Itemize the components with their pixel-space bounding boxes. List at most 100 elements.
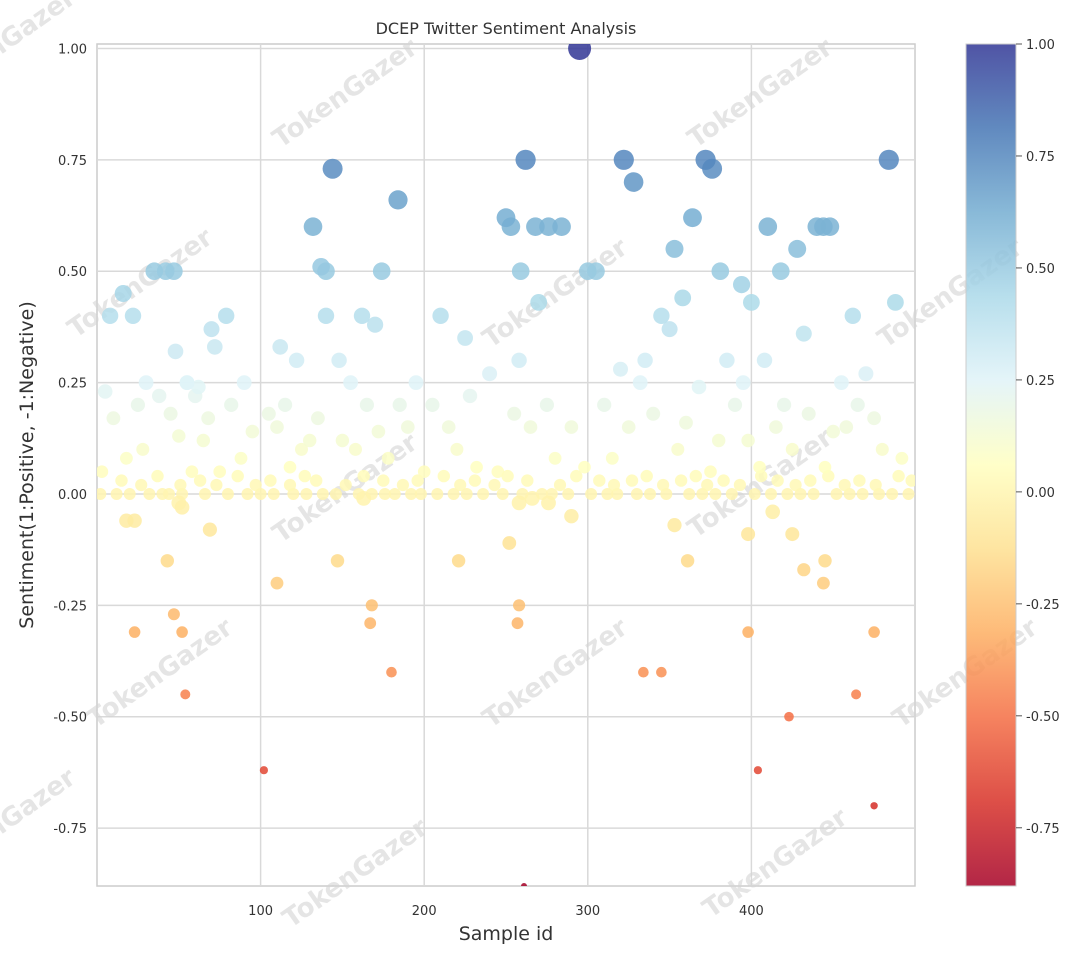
scatter-point [905, 474, 915, 487]
scatter-point [593, 474, 606, 487]
scatter-point [234, 451, 248, 465]
scatter-point [411, 474, 424, 487]
scatter-point [765, 488, 777, 500]
scatter-point [515, 149, 536, 170]
scatter-point [300, 488, 313, 500]
scatter-point [259, 766, 268, 775]
scatter-point [414, 488, 427, 500]
scatter-point [470, 460, 483, 474]
scatter-point [867, 411, 881, 426]
scatter-point [817, 576, 830, 590]
scatter-point [303, 217, 323, 236]
scatter-point [365, 599, 378, 612]
scatter-point [135, 478, 148, 492]
scatter-point [785, 527, 800, 542]
scatter-point [437, 469, 450, 483]
scatter-point [553, 478, 567, 492]
scatter-point [130, 397, 145, 412]
scatter-point [777, 397, 792, 412]
scatter-point [789, 478, 802, 492]
scatter-point [408, 375, 424, 390]
scatter-point [401, 420, 415, 434]
scatter-point [526, 217, 545, 236]
y-axis-label: Sentiment(1:Positive, -1:Negative) [16, 301, 38, 628]
scatter-point [207, 339, 223, 355]
scatter-point [665, 239, 684, 258]
scatter-point [203, 321, 220, 338]
scatter-point [357, 469, 370, 483]
x-tick-label: 100 [248, 904, 273, 919]
scatter-point [892, 469, 905, 483]
scatter-point [878, 149, 899, 170]
scatter-point [151, 469, 164, 483]
scatter-point [830, 488, 843, 500]
scatter-point [451, 554, 466, 568]
scatter-point [797, 563, 811, 577]
scatter-point [725, 488, 738, 500]
scatter-point [249, 478, 262, 492]
scatter-point [794, 488, 807, 500]
scatter-point [482, 366, 498, 382]
scatter-point [241, 488, 254, 500]
scatter-point [605, 451, 619, 465]
scatter-point [431, 488, 444, 500]
scatter-point [97, 488, 107, 500]
scatter-point [378, 488, 391, 500]
scatter-point [758, 217, 778, 236]
scatter-point [245, 424, 260, 439]
scatter-point [191, 379, 206, 395]
scatter-point [386, 666, 397, 678]
scatter-point [887, 294, 904, 311]
scatter-point [607, 478, 621, 492]
scatter-point [756, 352, 773, 368]
x-tick-label: 400 [739, 904, 764, 919]
scatter-point [601, 488, 614, 500]
scatter-point [637, 352, 653, 368]
scatter-point [733, 276, 751, 294]
scatter-point [844, 307, 861, 324]
scatter-point [711, 262, 730, 281]
scatter-point [621, 420, 636, 434]
scatter-point [330, 554, 345, 568]
scatter-point [311, 411, 325, 426]
scatter-point [224, 397, 239, 412]
scatter-point [372, 262, 391, 281]
scatter-point [114, 285, 132, 302]
scatter-point [727, 397, 743, 412]
scatter-point [298, 469, 311, 483]
y-tick-label: 1.00 [58, 42, 87, 57]
scatter-point [349, 442, 362, 456]
scatter-point [261, 406, 276, 421]
scatter-point [895, 451, 909, 465]
scatter-point [462, 388, 478, 404]
scatter-point [283, 478, 297, 492]
scatter-point [210, 478, 223, 492]
scatter-point [541, 495, 556, 511]
scatter-point [143, 488, 156, 500]
scatter-point [335, 433, 350, 448]
scatter-point [788, 239, 807, 258]
scatter-point [530, 294, 548, 311]
scatter-point [851, 689, 862, 700]
x-tick-label: 300 [575, 904, 600, 919]
scatter-point [701, 478, 714, 492]
scatter-point [869, 478, 882, 492]
scatter-point [392, 397, 407, 412]
scatter-point [858, 366, 874, 382]
scatter-point [160, 554, 174, 568]
scatter-point [875, 442, 889, 456]
scatter-point [236, 375, 252, 390]
scatter-point [106, 411, 121, 426]
scatter-point [388, 488, 401, 500]
scatter-point [680, 554, 695, 568]
scatter-point [97, 384, 113, 399]
scatter-point [826, 424, 840, 439]
scatter-point [568, 44, 592, 60]
scatter-point [683, 488, 696, 500]
scatter-point [496, 208, 516, 228]
scatter-point [254, 488, 267, 500]
scatter-point [343, 375, 358, 390]
scatter-point [853, 474, 866, 487]
scatter-point [748, 488, 761, 500]
scatter-point [704, 465, 717, 479]
